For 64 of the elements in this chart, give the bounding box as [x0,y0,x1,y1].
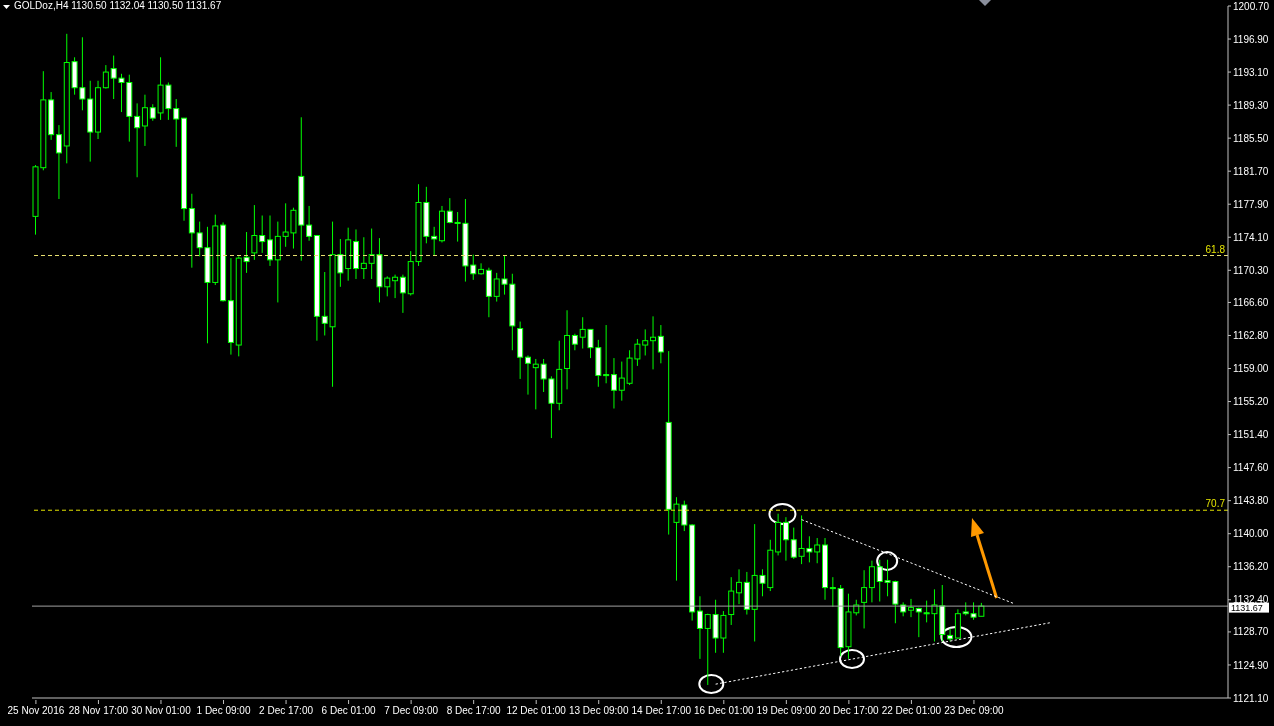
candlestick [102,64,109,90]
candlestick [696,595,703,660]
candlestick [650,315,657,370]
y-tick-label: 1151.40 [1233,429,1269,441]
candlestick [868,560,875,603]
x-tick-label: 14 Dec 17:00 [631,705,692,716]
y-tick-label: 1128.70 [1233,626,1269,638]
y-tick-label: 1193.10 [1233,66,1269,78]
x-tick-label: 19 Dec 09:00 [756,705,817,716]
candlestick [829,576,836,608]
x-tick-label: 1 Dec 09:00 [196,705,251,716]
candlestick [399,274,406,314]
y-tick-label: 1166.60 [1233,297,1269,308]
candlestick [782,516,789,562]
candlestick [478,262,485,276]
x-tick-label: 12 Dec 01:00 [506,705,567,716]
candlestick [728,576,735,626]
y-tick-label: 1136.20 [1233,561,1269,573]
x-tick-label: 6 Dec 01:00 [321,705,376,716]
candlestick [610,357,617,410]
annotation: 61.8 [1205,243,1226,255]
y-tick-label: 1174.10 [1233,231,1269,243]
x-tick-label: 16 Dec 01:00 [694,705,754,716]
y-tick-label: 1121.10 [1233,692,1269,704]
candlestick [267,215,274,267]
y-tick-label: 1140.00 [1233,528,1269,540]
x-tick-label: 8 Dec 17:00 [446,705,502,716]
y-tick-label: 1189.30 [1233,99,1269,111]
candlestick [603,324,610,384]
y-tick-label: 1170.30 [1233,264,1269,276]
y-tick-label: 1159.00 [1233,363,1269,375]
candlestick [141,94,148,147]
y-tick-label: 1155.20 [1233,396,1269,408]
x-tick-label: 28 Nov 17:00 [68,705,129,716]
candlestick [392,274,399,299]
x-tick-label: 2 Dec 17:00 [259,705,314,716]
y-tick-label: 1185.50 [1233,132,1269,144]
y-tick-label: 1196.90 [1233,33,1269,45]
y-tick-label: 1162.80 [1233,330,1269,342]
candlestick [306,205,313,242]
candlestick [861,569,868,629]
candlestick [947,627,954,642]
chart-title: GOLDoz,H4 1130.50 1132.04 1130.50 1131.67 [14,0,222,11]
candlestick [736,568,743,605]
x-tick-label: 23 Dec 09:00 [944,705,1005,716]
y-tick-label: 1143.80 [1233,495,1269,507]
x-tick-label: 25 Nov 2016 [7,705,65,716]
x-tick-label: 7 Dec 09:00 [384,705,439,716]
y-tick-label: 1200.70 [1233,0,1270,12]
y-tick-label: 1147.60 [1233,462,1269,474]
y-tick-label: 1177.90 [1233,198,1269,210]
x-tick-label: 20 Dec 17:00 [819,705,880,716]
annotation: 70.7 [1205,498,1226,510]
candlestick [657,324,664,364]
y-tick-label: 1181.70 [1233,165,1269,177]
candlestick [908,598,914,618]
candlestick [524,354,531,396]
x-tick-label: 30 Nov 01:00 [131,705,192,716]
candlestick [55,124,62,200]
x-tick-label: 13 Dec 09:00 [568,705,629,716]
candlestick [431,226,438,256]
candlestick [134,102,141,178]
y-tick-label: 1124.90 [1233,659,1269,671]
x-tick-label: 22 Dec 01:00 [881,705,942,716]
